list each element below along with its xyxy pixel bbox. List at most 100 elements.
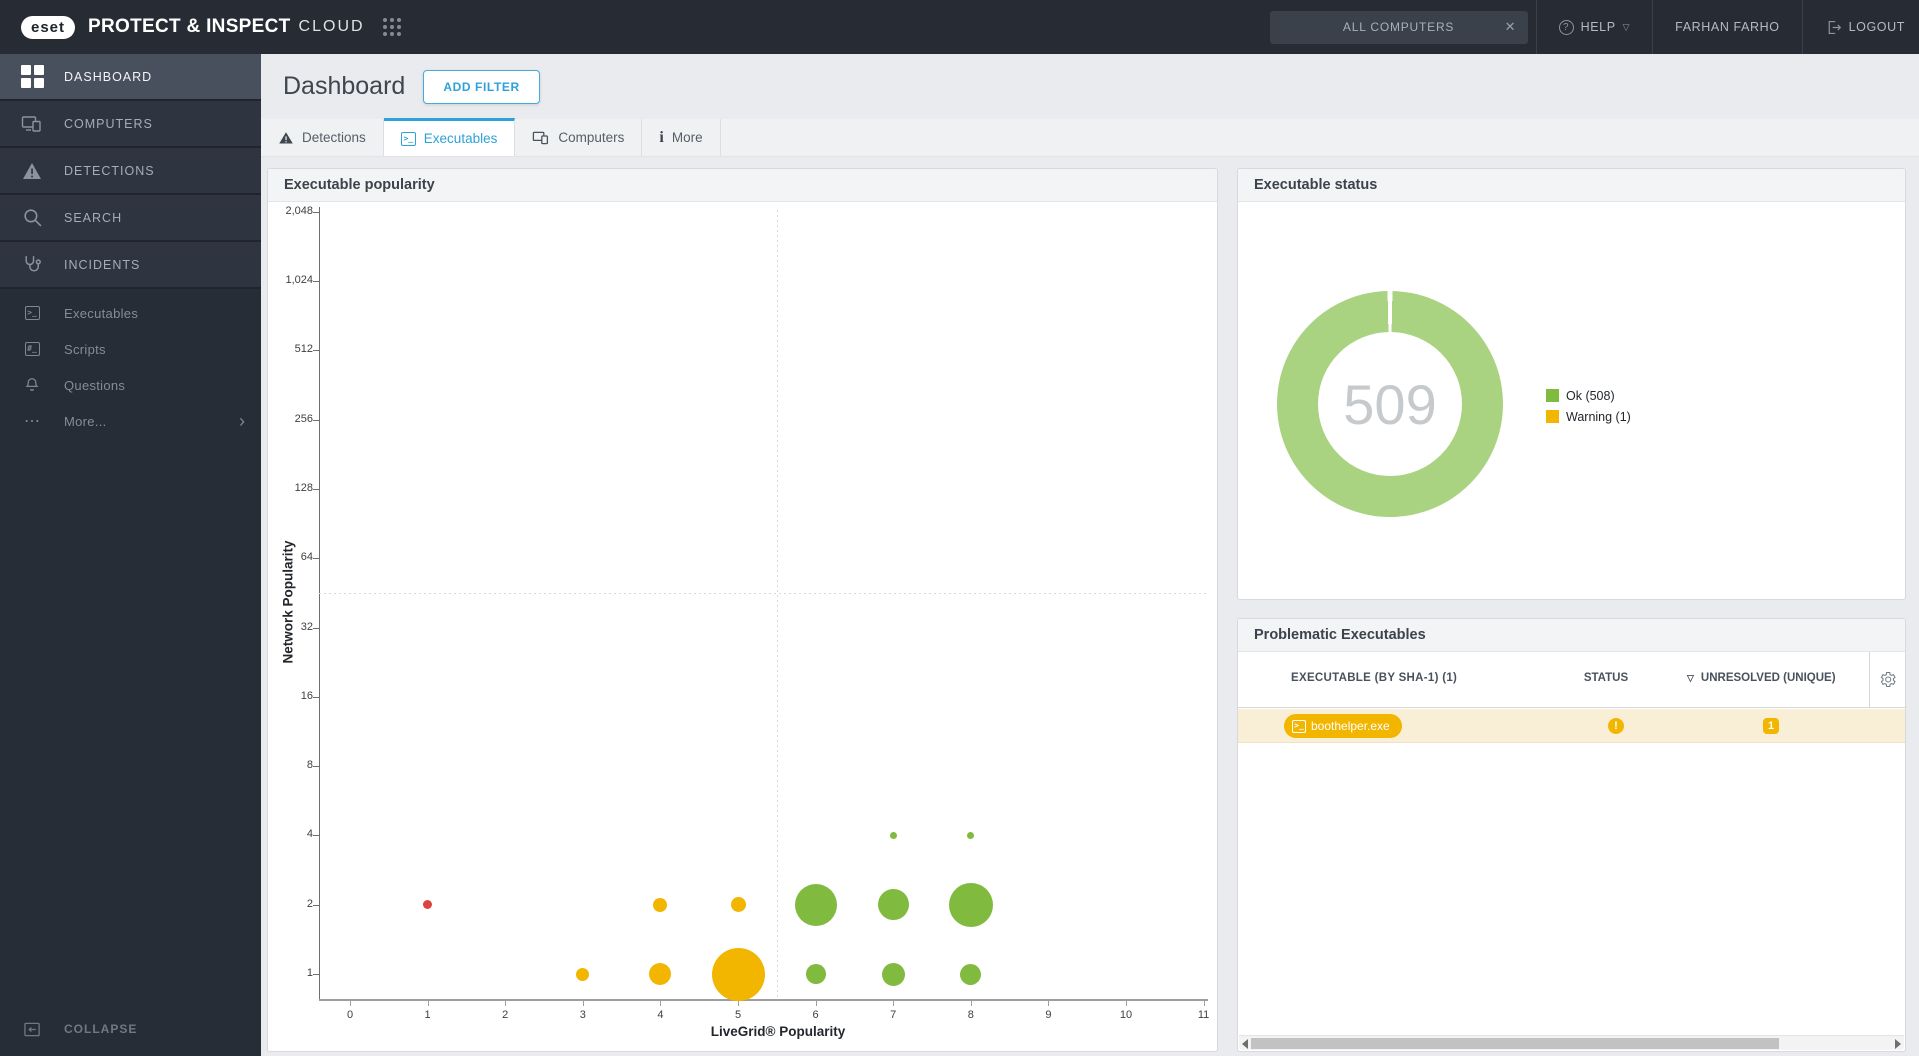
column-header-unresolved[interactable]: ▽ UNRESOLVED (UNIQUE) — [1687, 672, 1836, 684]
bubble-warning[interactable] — [576, 967, 590, 981]
x-axis-tick — [350, 1001, 351, 1006]
x-axis-tick-label: 1 — [424, 1009, 431, 1021]
column-header-status[interactable]: STATUS — [1583, 672, 1629, 684]
sidebar-item-dashboard[interactable]: DASHBOARD — [0, 54, 261, 101]
tab-computers[interactable]: Computers — [515, 119, 643, 156]
scroll-right-arrow-icon[interactable] — [1895, 1039, 1901, 1049]
add-filter-button[interactable]: ADD FILTER — [423, 69, 540, 104]
y-axis-tick-label: 1,024 — [285, 274, 313, 286]
logout-button[interactable]: LOGOUT — [1803, 0, 1919, 54]
unresolved-count-badge[interactable]: 1 — [1763, 718, 1779, 734]
sidebar-item-detections[interactable]: DETECTIONS — [0, 148, 261, 195]
panel-title: Executable popularity — [284, 177, 435, 193]
donut-center: 509 — [1318, 332, 1462, 476]
page-header: Dashboard ADD FILTER — [261, 54, 1919, 119]
sidebar-item-more[interactable]: ⋯ More... › — [0, 403, 261, 439]
bubble-warning[interactable] — [649, 963, 672, 985]
sidebar-item-computers[interactable]: COMPUTERS — [0, 101, 261, 148]
info-icon: i — [659, 128, 664, 146]
x-axis-tick-label: 9 — [1045, 1009, 1052, 1021]
x-axis-tick-label: 10 — [1119, 1009, 1133, 1021]
y-axis-tick — [313, 835, 319, 837]
bubble-ok[interactable] — [877, 889, 909, 921]
x-axis-tick-label: 0 — [346, 1009, 354, 1021]
tab-label: Detections — [302, 130, 366, 145]
executable-name: boothelper.exe — [1311, 719, 1390, 733]
page-title: Dashboard — [283, 72, 406, 100]
status-warning-icon[interactable]: ! — [1608, 718, 1624, 734]
table-row[interactable]: >_ boothelper.exe ! 1 — [1238, 709, 1905, 743]
topbar-divider — [1652, 0, 1654, 54]
column-header-executable[interactable]: EXECUTABLE (BY SHA-1) (1) — [1291, 672, 1458, 684]
x-axis-tick — [815, 1001, 817, 1006]
bubble-ok[interactable] — [967, 831, 975, 839]
panel-header: Problematic Executables — [1238, 619, 1905, 652]
y-axis-tick-label: 16 — [300, 689, 313, 702]
panel-title: Problematic Executables — [1254, 627, 1426, 643]
bubble-ok[interactable] — [805, 964, 826, 984]
executable-badge[interactable]: >_ boothelper.exe — [1284, 714, 1402, 738]
bubble-risky[interactable] — [423, 900, 433, 910]
bubble-warning[interactable] — [711, 947, 765, 1001]
bubble-ok[interactable] — [960, 963, 982, 985]
executable-status-panel: Executable status 509 Ok (508) Warning (… — [1237, 168, 1906, 600]
apps-grid-icon[interactable] — [382, 18, 401, 36]
terminal-icon: >_ — [1292, 719, 1306, 733]
x-axis-tick-label: 2 — [502, 1009, 509, 1021]
horizontal-quadrant-divider — [319, 593, 1208, 594]
sidebar-item-executables[interactable]: >_ Executables — [0, 295, 261, 331]
bubble-ok[interactable] — [948, 882, 993, 927]
y-axis-tick-label: 8 — [306, 759, 313, 772]
scrollbar-thumb[interactable] — [1251, 1038, 1779, 1049]
y-axis — [319, 207, 320, 999]
product-title-suffix: CLOUD — [298, 18, 365, 35]
executable-popularity-panel: Executable popularity Network Popularity… — [267, 168, 1218, 1052]
bubble-ok[interactable] — [889, 831, 897, 839]
horizontal-scrollbar[interactable] — [1239, 1035, 1904, 1050]
tab-detections[interactable]: Detections — [261, 119, 384, 156]
sidebar-item-label: SEARCH — [64, 210, 123, 225]
warning-triangle-icon — [0, 161, 64, 181]
legend-label: Ok (508) — [1566, 388, 1615, 403]
x-axis-tick — [582, 1001, 584, 1006]
help-menu[interactable]: ? HELP ▽ — [1537, 0, 1653, 54]
y-axis-tick — [313, 281, 319, 282]
sidebar-item-label: Questions — [64, 377, 126, 393]
status-donut-chart[interactable]: 509 — [1277, 291, 1503, 517]
x-axis-tick — [1126, 1001, 1127, 1006]
bubble-ok[interactable] — [881, 962, 905, 986]
computer-scope-selector[interactable]: ALL COMPUTERS ✕ — [1269, 10, 1528, 44]
warning-triangle-icon — [278, 130, 294, 145]
user-menu[interactable]: FARHAN FARHO — [1653, 0, 1801, 54]
sidebar-item-search[interactable]: SEARCH — [0, 195, 261, 242]
sort-descending-icon: ▽ — [1687, 672, 1694, 683]
x-axis-tick — [427, 1001, 429, 1006]
y-axis-tick — [313, 558, 319, 560]
sidebar-item-questions[interactable]: Questions — [0, 367, 261, 403]
table-settings-button[interactable] — [1878, 670, 1897, 694]
table-header-row: EXECUTABLE (BY SHA-1) (1) STATUS ▽ UNRES… — [1238, 652, 1905, 708]
clear-scope-icon[interactable]: ✕ — [1504, 19, 1516, 34]
collapse-sidebar-button[interactable]: COLLAPSE — [0, 1010, 261, 1048]
scroll-left-arrow-icon[interactable] — [1242, 1039, 1248, 1049]
tab-executables[interactable]: >_ Executables — [383, 118, 516, 156]
bubble-warning[interactable] — [653, 897, 668, 912]
tab-more[interactable]: i More — [642, 119, 721, 156]
bubble-warning[interactable] — [730, 897, 746, 913]
y-axis-tick-label: 2 — [306, 897, 313, 910]
more-dots-icon: ⋯ — [24, 413, 40, 430]
y-axis-tick-label: 32 — [300, 620, 313, 633]
sidebar-item-scripts[interactable]: #_ Scripts — [0, 331, 261, 367]
problematic-executables-panel: Problematic Executables EXECUTABLE (BY S… — [1237, 618, 1906, 1052]
stethoscope-icon — [0, 254, 64, 275]
x-axis-tick-label: 7 — [890, 1009, 897, 1021]
y-axis-tick — [313, 350, 319, 352]
sidebar-item-label: Executables — [64, 305, 139, 321]
help-icon: ? — [1558, 19, 1574, 35]
x-axis-tick — [660, 1001, 662, 1006]
top-bar: eset PROTECT & INSPECT CLOUD ALL COMPUTE… — [0, 0, 1919, 54]
sidebar-item-incidents[interactable]: INCIDENTS — [0, 242, 261, 289]
bubble-ok[interactable] — [794, 883, 837, 926]
gear-icon — [1880, 672, 1896, 687]
